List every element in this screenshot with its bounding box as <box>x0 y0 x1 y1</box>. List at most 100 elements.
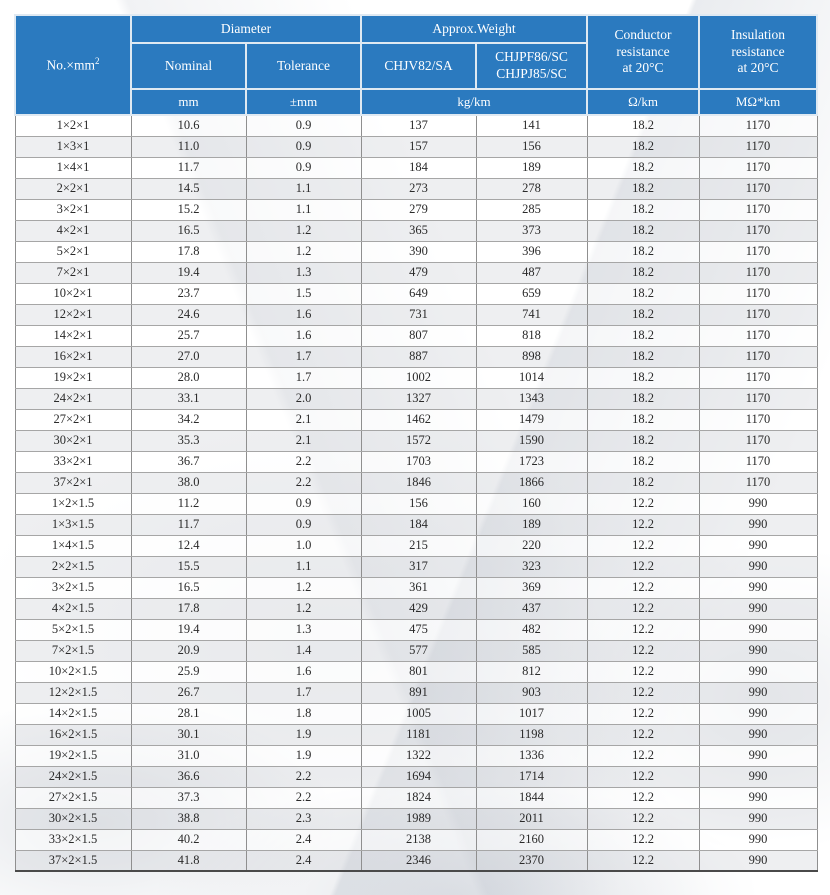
table-cell: 990 <box>698 660 818 683</box>
table-row: 3×2×1.5 16.5 1.2 361 369 12.2 990 <box>14 576 818 599</box>
table-cell: 273 <box>360 177 477 200</box>
table-cell: 30×2×1.5 <box>14 807 132 830</box>
table-cell: 1.7 <box>245 345 362 368</box>
table-cell: 1.3 <box>245 261 362 284</box>
table-cell: 285 <box>475 198 588 221</box>
table-cell: 1.2 <box>245 219 362 242</box>
table-cell: 1462 <box>360 408 477 431</box>
table-cell: 18.2 <box>586 177 700 200</box>
table-cell: 898 <box>475 345 588 368</box>
table-cell: 34.2 <box>130 408 247 431</box>
table-cell: 1590 <box>475 429 588 452</box>
header-diameter-group: Diameter <box>129 14 363 44</box>
table-cell: 475 <box>360 618 477 641</box>
table-cell: 1336 <box>475 744 588 767</box>
table-cell: 184 <box>360 156 477 179</box>
table-cell: 0.9 <box>245 114 362 137</box>
table-cell: 12.2 <box>586 702 700 725</box>
table-cell: 7×2×1 <box>14 261 132 284</box>
table-cell: 1.6 <box>245 303 362 326</box>
table-cell: 15.5 <box>130 555 247 578</box>
table-row: 30×2×1 35.3 2.1 1572 1590 18.2 1170 <box>14 429 818 452</box>
table-cell: 12×2×1 <box>14 303 132 326</box>
table-cell: 1.1 <box>245 555 362 578</box>
unit-tolerance: ±mm <box>244 88 363 116</box>
table-cell: 11.7 <box>130 156 247 179</box>
header-tolerance: Tolerance <box>244 42 363 90</box>
table-cell: 1.2 <box>245 240 362 263</box>
table-cell: 12.2 <box>586 786 700 809</box>
table-row: 3×2×1 15.2 1.1 279 285 18.2 1170 <box>14 198 818 221</box>
table-cell: 2×2×1.5 <box>14 555 132 578</box>
table-cell: 990 <box>698 786 818 809</box>
table-cell: 1×4×1.5 <box>14 534 132 557</box>
table-cell: 18.2 <box>586 366 700 389</box>
table-cell: 1479 <box>475 408 588 431</box>
table-cell: 184 <box>360 513 477 536</box>
table-cell: 220 <box>475 534 588 557</box>
table-cell: 41.8 <box>130 849 247 872</box>
table-row: 1×4×1.5 12.4 1.0 215 220 12.2 990 <box>14 534 818 557</box>
table-cell: 1.2 <box>245 597 362 620</box>
table-cell: 35.3 <box>130 429 247 452</box>
table-cell: 990 <box>698 618 818 641</box>
table-cell: 479 <box>360 261 477 284</box>
table-cell: 18.2 <box>586 198 700 221</box>
table-cell: 1170 <box>698 387 818 410</box>
header-chjpf: CHJPF86/SC CHJPJ85/SC <box>475 42 589 90</box>
table-cell: 1.4 <box>245 639 362 662</box>
table-cell: 141 <box>475 114 588 137</box>
table-cell: 1170 <box>698 471 818 494</box>
table-row: 24×2×1.5 36.6 2.2 1694 1714 12.2 990 <box>14 765 818 788</box>
table-cell: 16.5 <box>130 219 247 242</box>
table-cell: 3×2×1 <box>14 198 132 221</box>
table-cell: 2.1 <box>245 429 362 452</box>
table-row: 16×2×1.5 30.1 1.9 1181 1198 12.2 990 <box>14 723 818 746</box>
table-cell: 1989 <box>360 807 477 830</box>
table-cell: 4×2×1.5 <box>14 597 132 620</box>
table-cell: 1846 <box>360 471 477 494</box>
table-cell: 37×2×1.5 <box>14 849 132 872</box>
table-cell: 18.2 <box>586 282 700 305</box>
table-cell: 17.8 <box>130 597 247 620</box>
table-cell: 5×2×1.5 <box>14 618 132 641</box>
table-cell: 37.3 <box>130 786 247 809</box>
table-cell: 12.2 <box>586 660 700 683</box>
table-cell: 1322 <box>360 744 477 767</box>
table-cell: 17.8 <box>130 240 247 263</box>
table-cell: 2.1 <box>245 408 362 431</box>
table-cell: 15.2 <box>130 198 247 221</box>
table-cell: 990 <box>698 723 818 746</box>
table-row: 24×2×1 33.1 2.0 1327 1343 18.2 1170 <box>14 387 818 410</box>
table-row: 1×3×1.5 11.7 0.9 184 189 12.2 990 <box>14 513 818 536</box>
table-cell: 2.4 <box>245 828 362 851</box>
table-cell: 1.1 <box>245 177 362 200</box>
table-cell: 12.2 <box>586 618 700 641</box>
table-row: 19×2×1.5 31.0 1.9 1322 1336 12.2 990 <box>14 744 818 767</box>
table-cell: 5×2×1 <box>14 240 132 263</box>
table-cell: 18.2 <box>586 324 700 347</box>
table-cell: 18.2 <box>586 471 700 494</box>
table-cell: 18.2 <box>586 429 700 452</box>
table-cell: 12.4 <box>130 534 247 557</box>
table-cell: 36.6 <box>130 765 247 788</box>
table-cell: 11.0 <box>130 135 247 158</box>
table-cell: 1014 <box>475 366 588 389</box>
table-cell: 19.4 <box>130 261 247 284</box>
table-cell: 1.7 <box>245 366 362 389</box>
table-row: 19×2×1 28.0 1.7 1002 1014 18.2 1170 <box>14 366 818 389</box>
table-cell: 18.2 <box>586 219 700 242</box>
table-cell: 1170 <box>698 177 818 200</box>
table-cell: 2160 <box>475 828 588 851</box>
table-cell: 1.6 <box>245 324 362 347</box>
table-cell: 24.6 <box>130 303 247 326</box>
table-row: 4×2×1 16.5 1.2 365 373 18.2 1170 <box>14 219 818 242</box>
table-cell: 11.2 <box>130 492 247 515</box>
table-cell: 30.1 <box>130 723 247 746</box>
table-cell: 482 <box>475 618 588 641</box>
table-cell: 215 <box>360 534 477 557</box>
table-cell: 16×2×1.5 <box>14 723 132 746</box>
table-cell: 18.2 <box>586 450 700 473</box>
table-cell: 38.8 <box>130 807 247 830</box>
header-chjv: CHJV82/SA <box>360 42 478 90</box>
